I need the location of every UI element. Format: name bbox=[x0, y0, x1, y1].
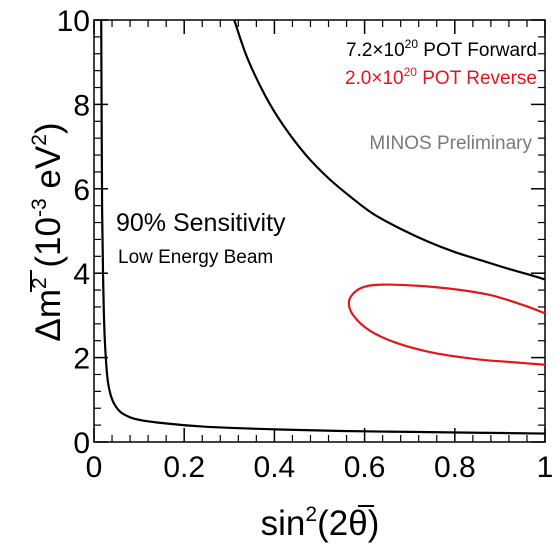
legend-entry-forward: 7.2×1020 POT Forward bbox=[346, 37, 537, 61]
y-axis-label: Δm2 (10-3 eV2) bbox=[28, 122, 68, 341]
plot-frame bbox=[93, 19, 546, 443]
contour-curves bbox=[100, 19, 546, 435]
x-tick-label: 1 bbox=[537, 451, 554, 484]
y-tick-label: 8 bbox=[73, 89, 90, 122]
axis-ticks bbox=[93, 19, 546, 443]
y-tick-label: 10 bbox=[57, 5, 90, 38]
legend-entry-reverse: 2.0×1020 POT Reverse bbox=[345, 65, 537, 89]
x-axis-label: sin2(2θ) bbox=[261, 503, 380, 543]
preliminary-label: MINOS Preliminary bbox=[369, 133, 532, 154]
contour-line-2 bbox=[100, 19, 546, 435]
y-tick-label: 0 bbox=[73, 427, 90, 460]
y-tick-label: 4 bbox=[73, 258, 90, 291]
beam-label: Low Energy Beam bbox=[118, 247, 273, 268]
sensitivity-label: 90% Sensitivity bbox=[116, 209, 286, 237]
x-tick-label: 0.4 bbox=[254, 451, 296, 484]
x-tick-label: 0 bbox=[86, 451, 103, 484]
contour-line-3 bbox=[347, 283, 546, 366]
y-tick-label: 6 bbox=[73, 174, 90, 207]
y-tick-label: 2 bbox=[73, 343, 90, 376]
x-tick-label: 0.8 bbox=[434, 451, 476, 484]
contour-line-1 bbox=[233, 19, 546, 281]
x-tick-label: 0.6 bbox=[344, 451, 386, 484]
x-tick-label: 0.2 bbox=[163, 451, 205, 484]
